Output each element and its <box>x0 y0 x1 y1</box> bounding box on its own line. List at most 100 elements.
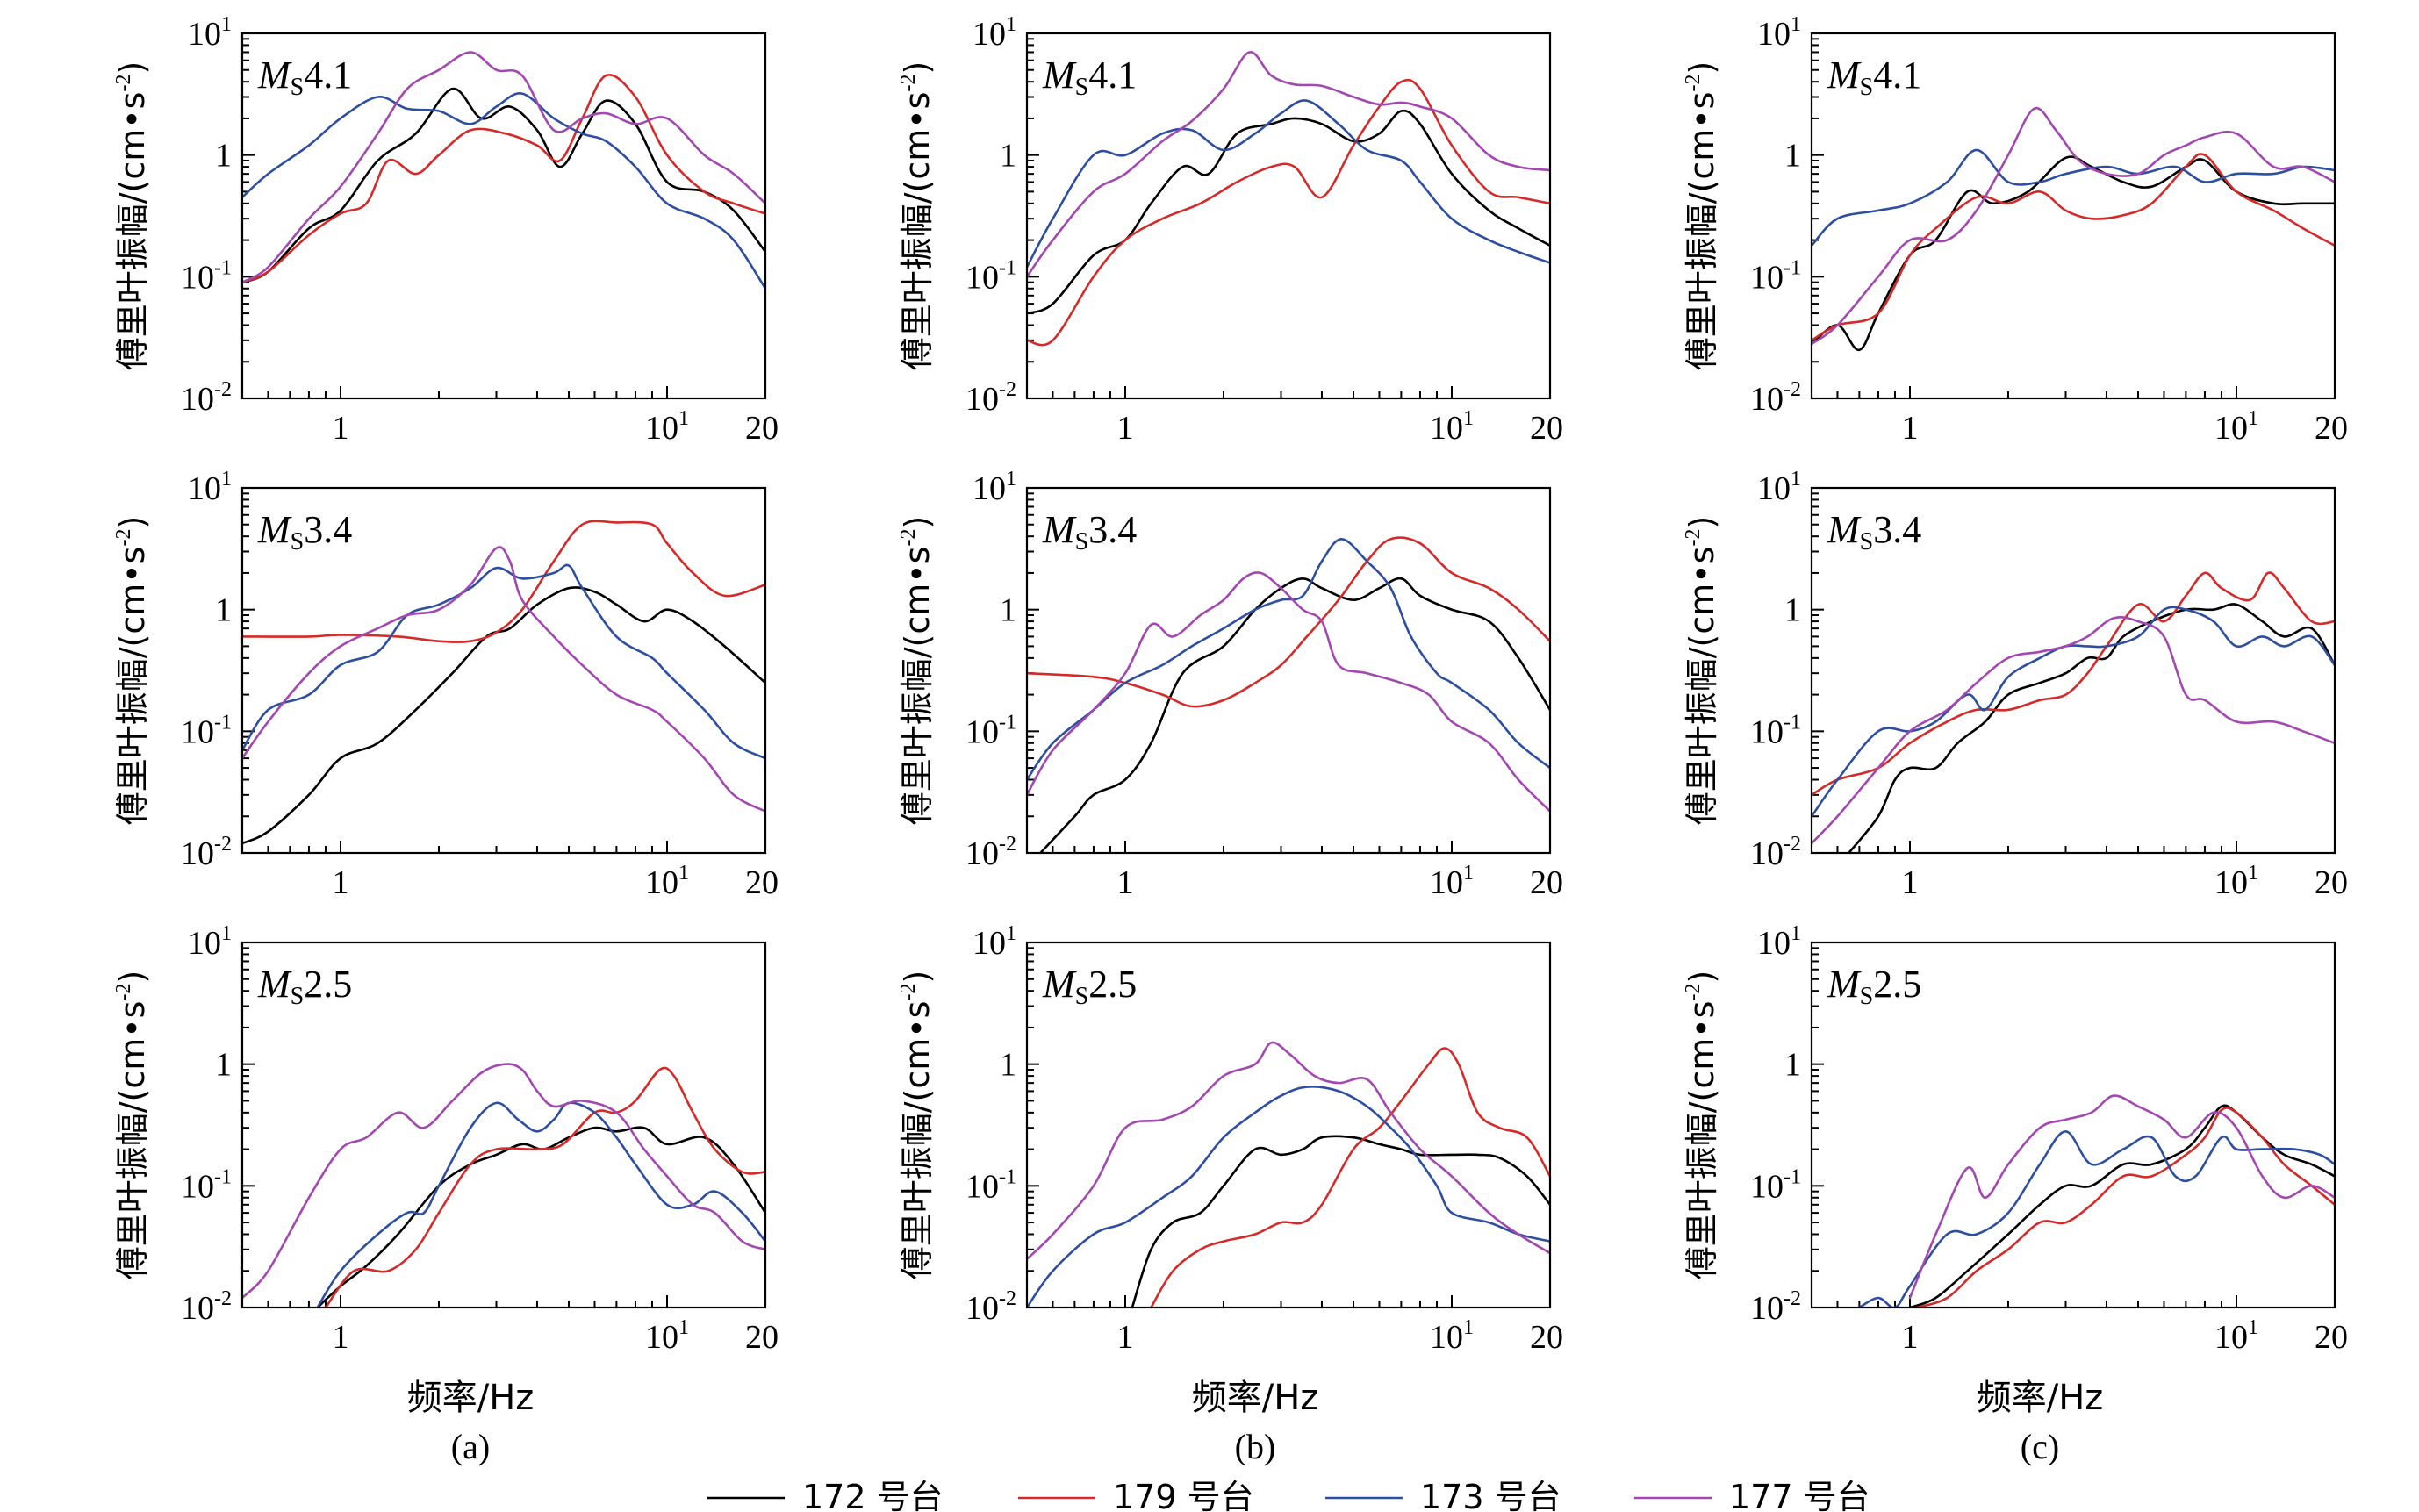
y-tick-label: 10-2 <box>1750 378 1801 418</box>
legend-item-2: 179 号台 <box>1018 1478 1254 1512</box>
y-axis-label: 傅里叶振幅/(cm•s-2) <box>1682 516 1721 826</box>
legend-item-4: 177 号台 <box>1634 1478 1870 1512</box>
panel-a-row-2: 1 101 20 10-2 10-1 1 101 傅里叶振幅/(cm•s-2) MS3.4 <box>112 468 779 901</box>
y-tick-label: 101 <box>973 468 1016 507</box>
y-tick-label: 1 <box>215 1047 232 1084</box>
x-tick-label: 1 <box>1901 1319 1918 1356</box>
series-line-179 <box>1812 153 2335 342</box>
series-line-173 <box>1027 99 1550 269</box>
y-tick-label: 10-1 <box>181 256 232 296</box>
y-tick-label: 1 <box>1784 138 1801 175</box>
series-line-172 <box>1812 155 2335 352</box>
series-line-172 <box>1131 1135 1550 1308</box>
x-tick-label: 101 <box>2214 407 2258 447</box>
x-tick-label: 101 <box>1430 1316 1474 1356</box>
plot-frame <box>240 486 767 855</box>
x-tick-label: 20 <box>2315 1319 2348 1356</box>
legend-item-1: 172 号台 <box>707 1478 944 1512</box>
series-line-172 <box>242 586 765 845</box>
x-tick-label: 101 <box>2214 1316 2258 1356</box>
y-tick-label: 10-2 <box>181 378 232 418</box>
x-tick-label: 1 <box>1116 864 1133 901</box>
series-line-172 <box>1027 109 1550 315</box>
x-tick-label: 101 <box>1430 407 1474 447</box>
plot-frame <box>240 32 767 400</box>
series-group <box>242 51 765 290</box>
x-tick-label: 20 <box>2315 410 2348 447</box>
x-axis-label: 频率/Hz <box>1192 1378 1319 1418</box>
x-tick-label: 1 <box>332 864 348 901</box>
magnitude-label: MS2.5 <box>1827 963 1921 1010</box>
series-line-173 <box>316 1101 765 1308</box>
series-group <box>242 1063 765 1308</box>
y-tick-label: 101 <box>188 13 232 53</box>
x-tick-label: 1 <box>1116 1319 1133 1356</box>
series-group <box>1812 106 2335 352</box>
x-tick-label: 101 <box>645 862 689 901</box>
plot-frame <box>240 941 767 1309</box>
legend-label: 177 号台 <box>1729 1478 1870 1512</box>
y-tick-label: 1 <box>1000 592 1016 629</box>
x-tick-label: 20 <box>1530 1319 1563 1356</box>
axis-ticks <box>1026 487 1551 854</box>
y-tick-label: 10-2 <box>1750 833 1801 872</box>
y-tick-label: 10-1 <box>965 256 1016 296</box>
series-line-172 <box>316 1126 765 1308</box>
magnitude-label: MS3.4 <box>257 508 352 555</box>
panel-c-row-2: 1 101 20 10-2 10-1 1 101 傅里叶振幅/(cm•s-2) MS3.4 <box>1682 468 2348 901</box>
y-tick-label: 1 <box>1000 1047 1016 1084</box>
y-tick-label: 10-1 <box>1750 1165 1801 1205</box>
series-line-177 <box>1027 51 1550 278</box>
series-line-172 <box>242 87 765 283</box>
series-group <box>1027 1041 1550 1308</box>
x-tick-label: 20 <box>745 1319 779 1356</box>
y-tick-label: 101 <box>973 13 1016 53</box>
y-axis-label: 傅里叶振幅/(cm•s-2) <box>112 971 152 1280</box>
panel-label-2: (b) <box>1235 1427 1276 1466</box>
x-tick-label: 20 <box>745 410 779 447</box>
y-tick-label: 10-1 <box>1750 256 1801 296</box>
magnitude-label: MS3.4 <box>1827 508 1921 555</box>
magnitude-label: MS3.4 <box>1042 508 1137 555</box>
panel-label-3: (c) <box>2021 1427 2059 1466</box>
y-tick-label: 101 <box>188 922 232 962</box>
series-line-173 <box>1812 606 2335 818</box>
x-tick-label: 1 <box>1901 410 1918 447</box>
series-line-173 <box>1027 538 1550 781</box>
y-tick-label: 101 <box>1757 468 1801 507</box>
y-tick-label: 10-2 <box>965 1287 1016 1327</box>
series-line-177 <box>1908 1094 2335 1300</box>
panel-b-row-1: 1 101 20 10-2 10-1 1 101 傅里叶振幅/(cm•s-2) MS4.1 <box>897 13 1563 447</box>
series-line-172 <box>1039 577 1550 853</box>
series-line-177 <box>242 1063 765 1300</box>
plot-frame <box>1810 486 2336 855</box>
series-group <box>1858 1094 2335 1308</box>
x-tick-label: 101 <box>645 407 689 447</box>
series-line-179 <box>242 74 765 283</box>
x-tick-label: 1 <box>332 410 348 447</box>
panel-label-1: (a) <box>451 1427 490 1466</box>
magnitude-label: MS2.5 <box>1042 963 1137 1010</box>
series-group <box>242 520 765 845</box>
series-line-177 <box>1812 106 2335 346</box>
x-axis-label: 频率/Hz <box>407 1378 535 1418</box>
legend-label: 172 号台 <box>802 1478 944 1512</box>
panel-b-row-3: 1 101 20 10-2 10-1 1 101 傅里叶振幅/(cm•s-2) MS2.5 频率/… <box>897 922 1563 1418</box>
series-line-179 <box>1915 1107 2335 1308</box>
plot-frame <box>1025 941 1552 1309</box>
y-tick-label: 1 <box>215 592 232 629</box>
x-tick-label: 101 <box>2214 862 2258 901</box>
panel-a-row-1: 1 101 20 10-2 10-1 1 101 傅里叶振幅/(cm•s-2) MS4.1 <box>112 13 779 447</box>
x-tick-label: 20 <box>1530 864 1563 901</box>
magnitude-label: MS4.1 <box>257 54 352 101</box>
series-line-177 <box>242 546 765 813</box>
y-tick-label: 10-1 <box>1750 711 1801 750</box>
legend-label: 173 号台 <box>1420 1478 1561 1512</box>
plot-frame <box>1810 941 2336 1309</box>
series-line-173 <box>242 563 765 760</box>
y-tick-label: 10-2 <box>181 833 232 872</box>
y-tick-label: 101 <box>1757 13 1801 53</box>
series-line-179 <box>1027 536 1550 708</box>
series-line-172 <box>1908 1104 2335 1308</box>
series-line-173 <box>1858 1130 2335 1308</box>
